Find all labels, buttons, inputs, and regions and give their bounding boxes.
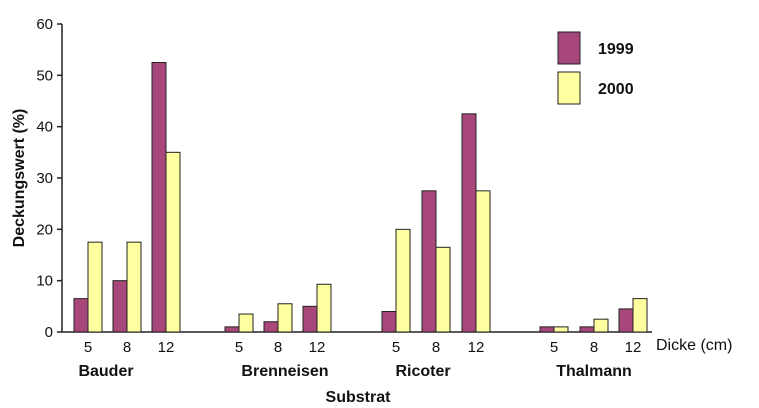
bar-2000-thalmann-5 — [553, 326, 569, 333]
bar-2000-ricoter-5 — [395, 228, 411, 333]
x-tick-label: 12 — [468, 339, 485, 356]
x-axis-title: Substrat — [326, 389, 392, 406]
group-label-brenneisen: Brenneisen — [241, 363, 328, 380]
y-tick-label: 60 — [36, 16, 53, 33]
bar-1999-brenneisen-8 — [263, 321, 279, 333]
bar-2000-thalmann-12 — [632, 298, 648, 333]
bar-2000-brenneisen-12 — [316, 283, 332, 333]
group-label-ricoter: Ricoter — [395, 363, 450, 380]
bar-1999-bauder-12 — [151, 62, 167, 333]
bar-1999-thalmann-8 — [579, 326, 595, 333]
x-tick-label: 8 — [590, 339, 598, 356]
bar-2000-bauder-12 — [165, 151, 181, 333]
bar-2000-ricoter-12 — [475, 190, 491, 333]
bar-1999-ricoter-5 — [381, 310, 397, 333]
bar-1999-ricoter-12 — [461, 113, 477, 333]
bar-2000-brenneisen-5 — [238, 313, 254, 333]
bar-1999-bauder-5 — [73, 298, 89, 333]
bar-1999-ricoter-8 — [421, 190, 437, 333]
x-tick-label: 5 — [84, 339, 92, 356]
x-tick-label: 12 — [625, 339, 642, 356]
x-tick-label: 5 — [550, 339, 558, 356]
legend-swatch-1999 — [557, 31, 581, 65]
y-tick-label: 30 — [36, 170, 53, 187]
y-tick-label: 0 — [45, 324, 53, 341]
x-tick-label: 8 — [123, 339, 131, 356]
bar-2000-brenneisen-8 — [277, 303, 293, 333]
bars — [73, 62, 648, 333]
bar-1999-thalmann-5 — [539, 326, 555, 333]
y-tick-label: 40 — [36, 119, 53, 136]
y-tick-label: 50 — [36, 67, 53, 84]
x-axis: 5 8 12 Bauder 5 8 12 Brenneisen 5 8 12 Ricoter 5 8 12 T… — [62, 331, 652, 380]
y-tick-label: 20 — [36, 221, 53, 238]
bar-2000-ricoter-8 — [435, 246, 451, 333]
y-tick-label: 10 — [36, 273, 53, 290]
x-tick-label: 8 — [274, 339, 282, 356]
legend: 1999 2000 — [557, 31, 634, 105]
x-tick-label: 8 — [432, 339, 440, 356]
x-tick-label: 12 — [309, 339, 326, 356]
legend-swatch-2000 — [557, 71, 581, 105]
bar-2000-bauder-8 — [126, 241, 142, 333]
x-tick-label: 5 — [392, 339, 400, 356]
x-tick-label: 12 — [158, 339, 175, 356]
legend-label-2000: 2000 — [598, 81, 634, 98]
bar-1999-brenneisen-5 — [224, 326, 240, 333]
y-axis-title: Deckungswert (%) — [11, 109, 28, 248]
group-label-bauder: Bauder — [78, 363, 133, 380]
y-axis: 0 10 20 30 40 50 60 — [36, 16, 63, 341]
bar-1999-brenneisen-12 — [302, 305, 318, 333]
bar-2000-thalmann-8 — [593, 318, 609, 333]
group-label-thalmann: Thalmann — [556, 363, 632, 380]
x-unit-label: Dicke (cm) — [656, 337, 732, 354]
legend-label-1999: 1999 — [598, 41, 634, 58]
bar-1999-bauder-8 — [112, 280, 128, 333]
x-tick-label: 5 — [235, 339, 243, 356]
bar-1999-thalmann-12 — [618, 308, 634, 333]
bar-2000-bauder-5 — [87, 241, 103, 333]
